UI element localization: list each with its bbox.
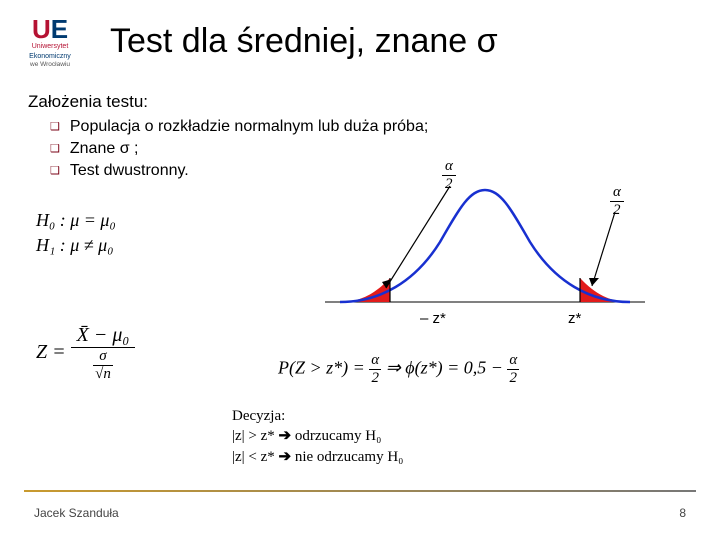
decision-heading: Decyzja: (232, 406, 403, 426)
normal-distribution-chart: α 2 α 2 (320, 172, 650, 322)
left-arrow-line (386, 186, 450, 288)
footer-author: Jacek Szanduła (34, 506, 119, 520)
right-arrow-head (589, 278, 599, 286)
footer-page-number: 8 (679, 506, 686, 520)
alpha-half-right: α 2 (610, 184, 624, 219)
null-hypothesis: H₀ : μ = μ₀ (36, 210, 116, 231)
pz-mid: ⇒ ϕ(z*) = 0,5 − (386, 358, 503, 378)
z-statistic-formula: Z = X̄ − μ₀ σ √n (36, 324, 135, 383)
pos-z-label: z* (568, 310, 581, 327)
z-den-num: σ (93, 348, 113, 365)
university-logo: UE Uniwersytet Ekonomiczny we Wrocławiu (20, 18, 80, 68)
assumptions-list: Populacja o rozkładzie normalnym lub duż… (50, 118, 700, 180)
z-denominator: σ √n (71, 348, 136, 383)
pz-alpha-half-1: α 2 (369, 352, 381, 387)
logo-letter-e: E (51, 18, 68, 41)
alt-hypothesis: H₁ : μ ≠ μ₀ (36, 235, 116, 256)
decision-line-not-reject: |z| < z* ➔ nie odrzucamy H₀ (232, 447, 403, 467)
neg-z-label: – z* (420, 310, 446, 327)
assumption-item: Znane σ ; (50, 140, 700, 158)
z-den-fraction: σ √n (93, 348, 113, 383)
arrow-icon: ➔ (279, 449, 292, 465)
right-arrow-line (592, 212, 615, 286)
z-den-den: √n (93, 365, 113, 383)
z-lhs: Z = (36, 341, 66, 363)
assumptions-heading: Założenia testu: (28, 92, 700, 112)
assumption-item: Populacja o rozkładzie normalnym lub duż… (50, 118, 700, 136)
arrow-icon: ➔ (279, 428, 292, 444)
alpha-half-left: α 2 (442, 158, 456, 193)
logo-mark: UE (20, 18, 80, 41)
footer-rule (24, 490, 696, 492)
decision-line-reject: |z| > z* ➔ odrzucamy H₀ (232, 426, 403, 446)
z-fraction: X̄ − μ₀ σ √n (71, 324, 136, 383)
bell-curve-svg (320, 172, 650, 322)
pz-left: P(Z > z*) = (278, 358, 365, 378)
p-value-formula: P(Z > z*) = α 2 ⇒ ϕ(z*) = 0,5 − α 2 (278, 352, 519, 387)
logo-line1: Uniwersytet (20, 43, 80, 51)
logo-line3: we Wrocławiu (20, 61, 80, 68)
decision-block: Decyzja: |z| > z* ➔ odrzucamy H₀ |z| < z… (232, 406, 403, 467)
pz-alpha-half-2: α 2 (507, 352, 519, 387)
logo-line2: Ekonomiczny (20, 53, 80, 61)
hypotheses-block: H₀ : μ = μ₀ H₁ : μ ≠ μ₀ (36, 206, 116, 260)
z-numerator: X̄ − μ₀ (71, 324, 136, 348)
logo-letter-u: U (32, 18, 51, 41)
assumptions-block: Założenia testu: Populacja o rozkładzie … (28, 92, 700, 184)
slide-title: Test dla średniej, znane σ (110, 22, 498, 61)
